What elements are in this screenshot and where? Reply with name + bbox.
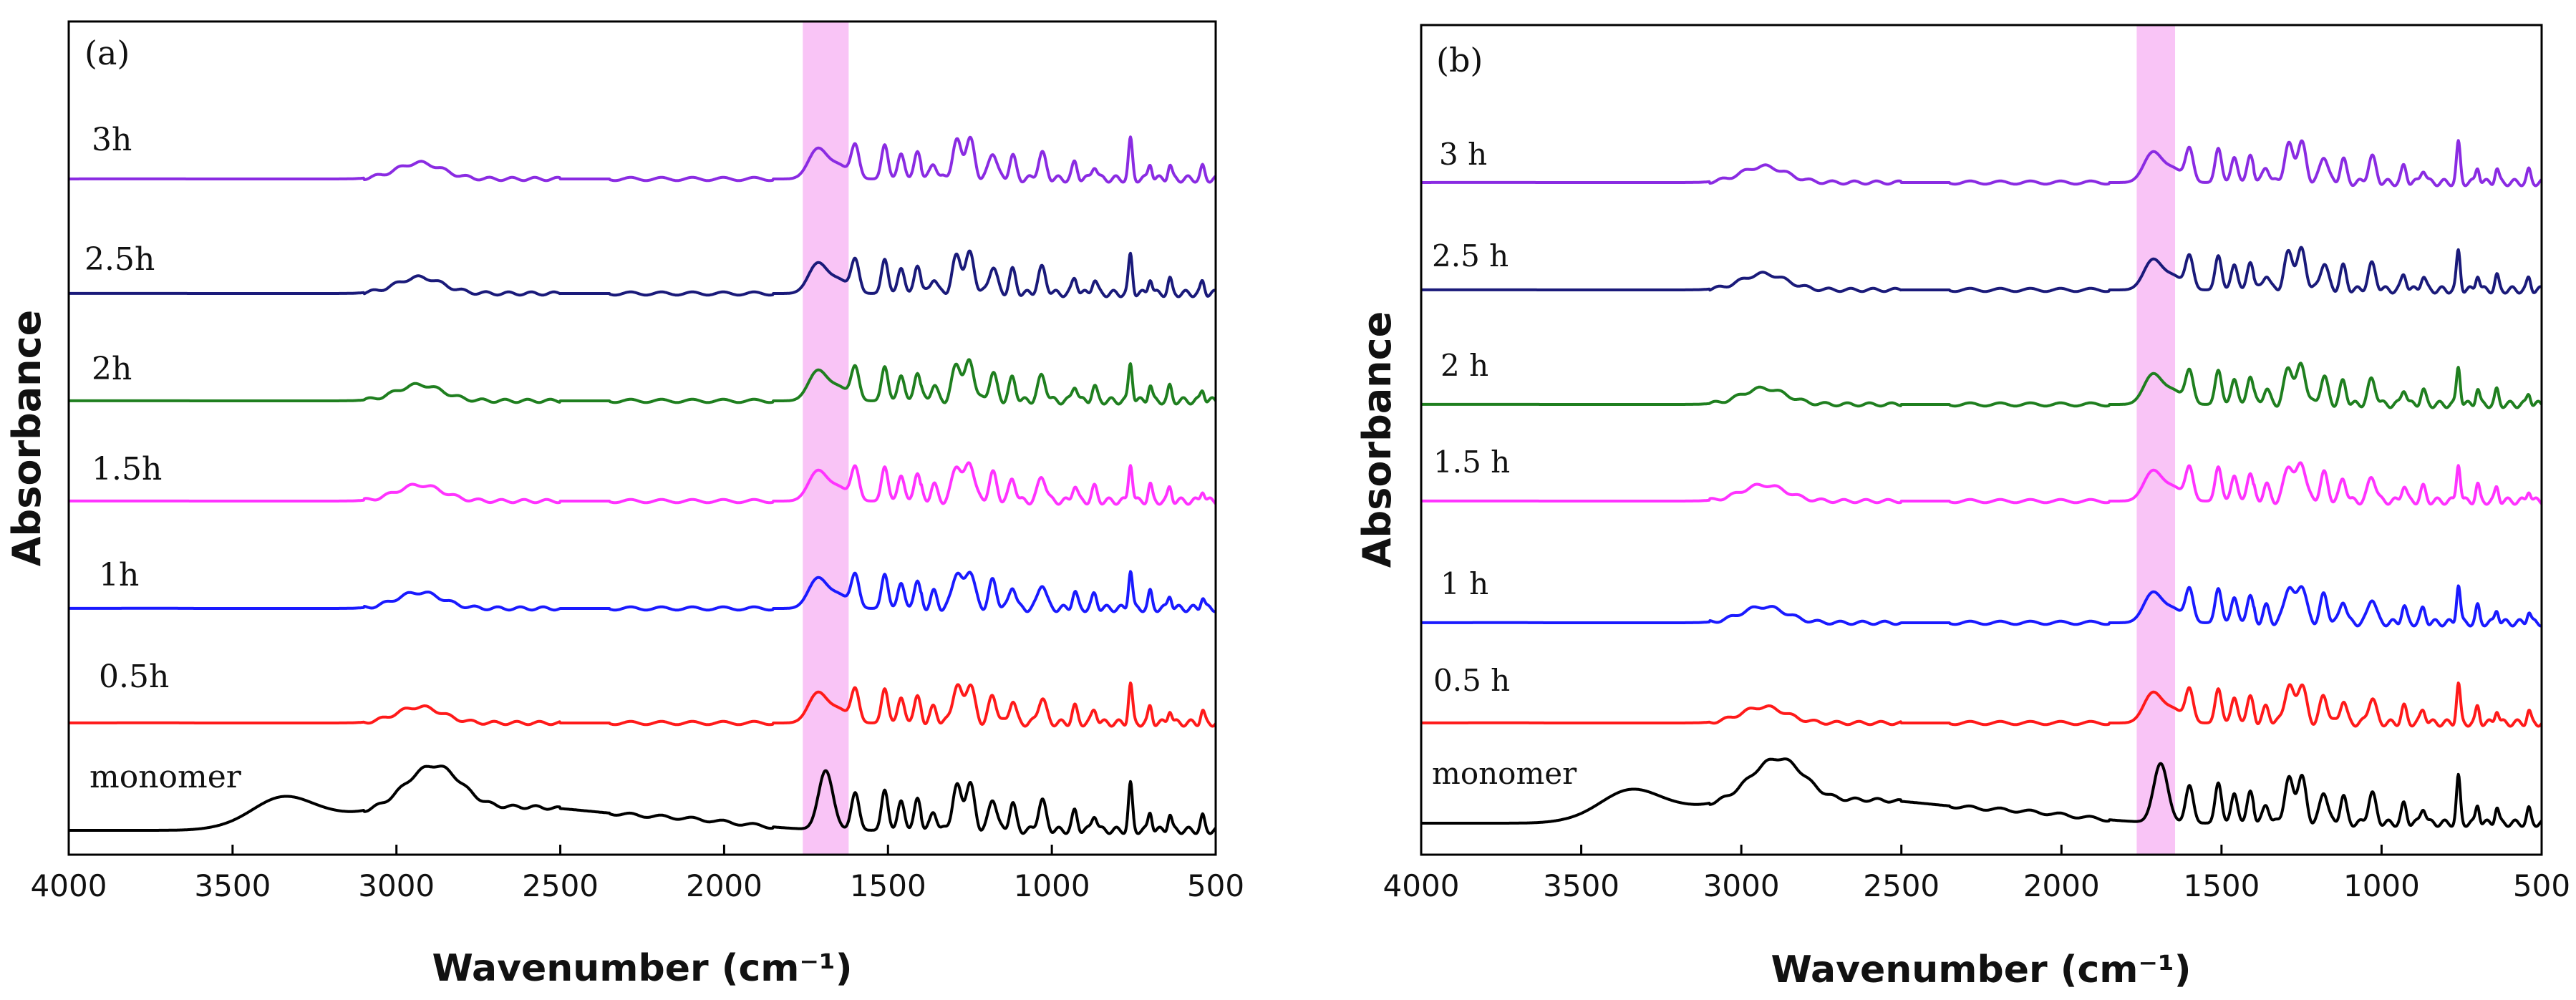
panel-a-curve-label-3h: 3h <box>92 122 132 158</box>
panel-a-curve-label-2.5h: 2.5h <box>84 241 155 278</box>
panel-a-curve-label-1h: 1h <box>99 557 139 593</box>
panel-a-highlight-band <box>803 21 849 855</box>
x-tick-label-1000: 1000 <box>2343 868 2420 903</box>
spectrum-line-1h <box>1420 584 2543 628</box>
panel-a-curves <box>67 135 1217 835</box>
panel-b-highlight-band <box>2136 25 2176 855</box>
panel-a-curve-label-0.5h: 0.5h <box>99 659 169 695</box>
spectrum-line-2.5h <box>67 249 1217 298</box>
x-tick-label-3000: 3000 <box>1703 868 1780 903</box>
panel-b-curve-label-1.5h: 1.5 h <box>1433 445 1510 480</box>
x-tick-label-2500: 2500 <box>522 868 599 903</box>
x-tick-label-500: 500 <box>2513 868 2570 903</box>
panel-b-curve-label-1h: 1 h <box>1440 566 1488 601</box>
x-tick-label-4000: 4000 <box>31 868 107 903</box>
panel-a-curve-label-1.5h: 1.5h <box>92 451 162 487</box>
spectrum-line-monomer <box>67 764 1217 835</box>
x-tick-label-3500: 3500 <box>194 868 271 903</box>
spectrum-line-2h <box>1420 361 2543 409</box>
panel-b-label: (b) <box>1436 41 1483 79</box>
panel-a-curve-label-monomer: monomer <box>89 759 242 795</box>
panel-b-curve-label-0.5h: 0.5 h <box>1433 663 1510 698</box>
spectrum-line-2h <box>67 358 1217 406</box>
spectrum-line-1.5h <box>67 461 1217 506</box>
panel-b-frame <box>1420 24 2543 856</box>
panel-b-curves <box>1420 139 2543 828</box>
panel-b: 4000 3500 3000 2500 2000 1500 1000 500 (b) 3 h … <box>1355 24 2570 991</box>
panel-b-ticks: 4000 3500 3000 2500 2000 1500 1000 500 <box>1383 845 2570 903</box>
x-tick-label-1500: 1500 <box>850 868 926 903</box>
panel-a-curve-label-2h: 2h <box>92 351 132 387</box>
panel-a-frame <box>67 20 1217 856</box>
panel-b-curve-label-monomer: monomer <box>1432 756 1577 791</box>
spectrum-line-0.5h <box>67 681 1217 728</box>
spectrum-line-1.5h <box>1420 461 2543 506</box>
spectrum-line-1h <box>67 570 1217 613</box>
x-tick-label-2000: 2000 <box>686 868 762 903</box>
x-tick-label-3000: 3000 <box>358 868 435 903</box>
spectrum-line-2.5h <box>1420 246 2543 295</box>
x-tick-label-4000: 4000 <box>1383 868 1460 903</box>
spectrum-line-0.5h <box>1420 681 2543 728</box>
x-tick-label-1500: 1500 <box>2183 868 2260 903</box>
panel-b-curve-label-3h: 3 h <box>1439 137 1487 172</box>
x-tick-label-2500: 2500 <box>1863 868 1940 903</box>
x-tick-label-500: 500 <box>1187 868 1244 903</box>
x-tick-label-3500: 3500 <box>1543 868 1619 903</box>
panel-b-x-axis-title: Wavenumber (cm⁻¹) <box>1771 948 2192 991</box>
panel-b-y-axis-title: Absorbance <box>1355 311 1400 568</box>
panel-a-y-axis-title: Absorbance <box>4 310 49 567</box>
panel-a: 4000 3500 3000 2500 2000 1500 1000 500 (a) 3h 2… <box>4 20 1244 990</box>
x-tick-label-1000: 1000 <box>1014 868 1090 903</box>
spectrum-line-3h <box>67 135 1217 184</box>
x-tick-label-2000: 2000 <box>2023 868 2100 903</box>
panel-a-ticks: 4000 3500 3000 2500 2000 1500 1000 500 <box>31 845 1244 903</box>
spectrum-line-3h <box>1420 139 2543 188</box>
spectrum-line-monomer <box>1420 757 2543 828</box>
panel-b-curve-label-2h: 2 h <box>1440 348 1488 383</box>
panel-a-label: (a) <box>84 34 130 72</box>
panel-a-x-axis-title: Wavenumber (cm⁻¹) <box>432 947 853 990</box>
panel-b-curve-label-2.5h: 2.5 h <box>1432 238 1509 273</box>
